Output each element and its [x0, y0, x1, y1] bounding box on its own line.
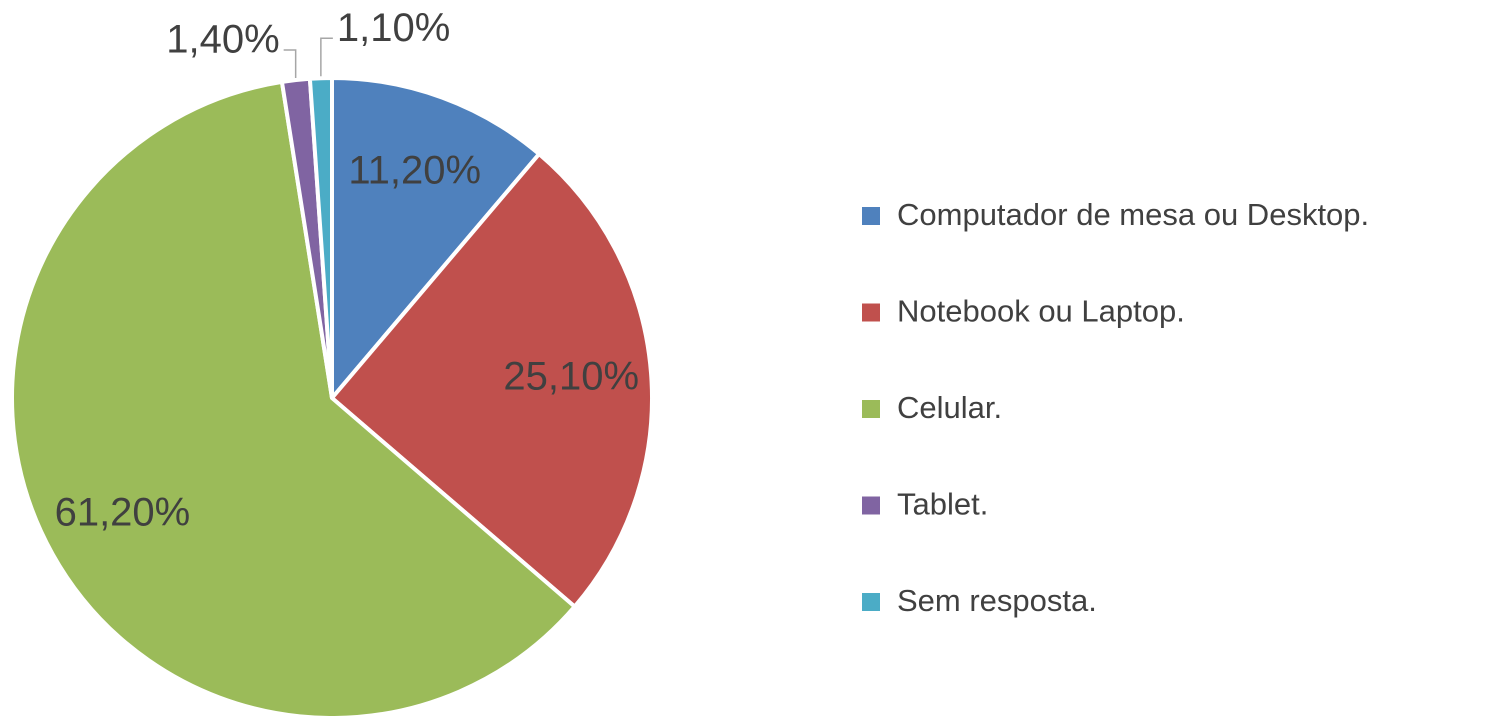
legend-swatch — [862, 400, 880, 418]
leader-line — [283, 49, 297, 79]
data-label: 61,20% — [55, 491, 191, 535]
data-label: 11,20% — [348, 148, 481, 192]
pie-slice — [10, 79, 578, 716]
legend-swatch — [862, 496, 880, 515]
legend-label: Tablet. — [897, 487, 988, 522]
legend-label: Celular. — [897, 390, 1002, 425]
legend-swatch — [862, 303, 880, 322]
data-label: 1,10% — [337, 6, 450, 50]
pie-slice — [330, 75, 542, 404]
legend-swatch — [862, 593, 880, 611]
leader-line — [320, 37, 333, 77]
pie-slice — [329, 151, 654, 610]
legend-swatch — [862, 207, 880, 225]
pie-slice — [307, 75, 334, 399]
data-label: 1,40% — [166, 18, 279, 62]
legend-label: Notebook ou Laptop. — [897, 294, 1185, 329]
legend-label: Computador de mesa ou Desktop. — [897, 197, 1369, 232]
data-label: 25,10% — [503, 355, 639, 399]
legend-label: Sem resposta. — [897, 583, 1097, 618]
